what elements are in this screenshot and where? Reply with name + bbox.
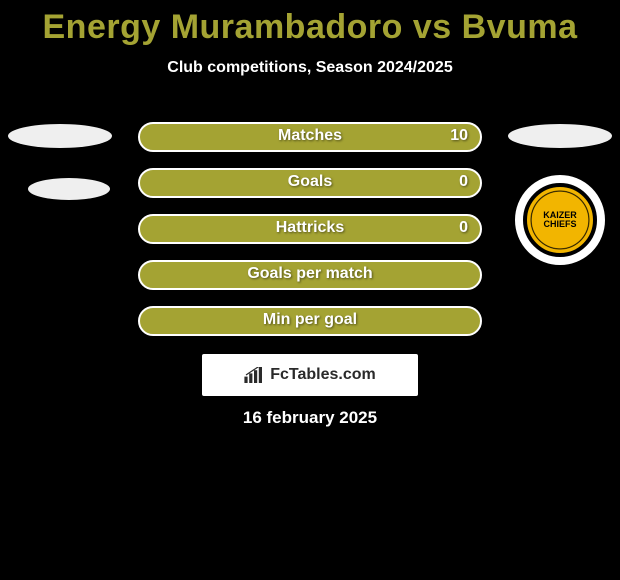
bar-label: Min per goal <box>140 311 480 329</box>
bar-label: Goals per match <box>140 265 480 283</box>
left-player-shape-1 <box>8 124 112 148</box>
bar-hattricks: Hattricks 0 <box>138 214 482 244</box>
bar-matches: Matches 10 <box>138 122 482 152</box>
bar-label: Goals <box>140 173 480 191</box>
chart-icon <box>244 367 264 383</box>
page-subtitle: Club competitions, Season 2024/2025 <box>0 59 620 77</box>
branding-text: FcTables.com <box>270 366 376 384</box>
bar-label: Matches <box>140 127 480 145</box>
comparison-bars: Matches 10 Goals 0 Hattricks 0 Goals per… <box>138 122 482 352</box>
bar-goals: Goals 0 <box>138 168 482 198</box>
bar-min-per-goal: Min per goal <box>138 306 482 336</box>
bar-value-right: 10 <box>450 127 468 145</box>
bar-value-right: 0 <box>459 173 468 191</box>
bar-value-right: 0 <box>459 219 468 237</box>
bar-label: Hattricks <box>140 219 480 237</box>
club-badge-inner: KAIZER CHIEFS <box>523 183 597 257</box>
bar-goals-per-match: Goals per match <box>138 260 482 290</box>
footer-date: 16 february 2025 <box>0 408 620 428</box>
branding-box: FcTables.com <box>202 354 418 396</box>
club-badge: KAIZER CHIEFS <box>512 172 608 268</box>
right-player-shape-1 <box>508 124 612 148</box>
page-title: Energy Murambadoro vs Bvuma <box>0 0 620 47</box>
left-player-shape-2 <box>28 178 110 200</box>
club-badge-text: KAIZER CHIEFS <box>543 211 577 229</box>
club-badge-text-bottom: CHIEFS <box>543 219 576 229</box>
